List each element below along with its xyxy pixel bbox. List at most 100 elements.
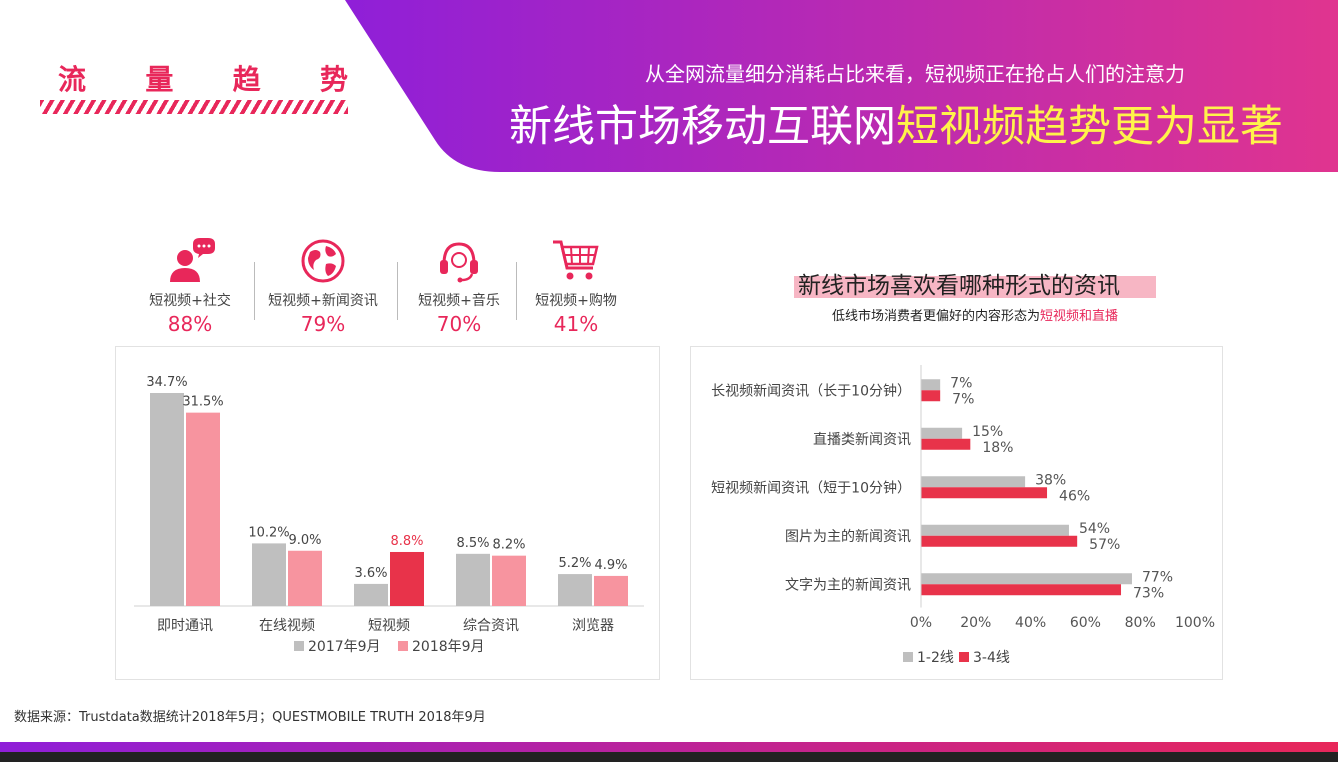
bar — [456, 553, 490, 606]
legend-swatch — [398, 641, 408, 651]
y-tick-label: 图片为主的新闻资讯 — [785, 529, 911, 545]
bar — [594, 575, 628, 606]
brand-char: 流 — [58, 63, 87, 96]
data-source: 数据来源：Trustdata数据统计2018年5月；QUESTMOBILE TR… — [14, 710, 486, 725]
data-label: 8.2% — [492, 538, 525, 553]
bar — [921, 476, 1026, 488]
headline-highlight: 短视频趋势更为显著 — [896, 102, 1283, 152]
headset-icon — [440, 242, 478, 283]
data-label: 73% — [1133, 585, 1164, 601]
bar — [150, 393, 184, 606]
data-label: 15% — [972, 424, 1003, 440]
data-label: 54% — [1079, 521, 1110, 537]
data-label: 4.9% — [594, 558, 627, 573]
bar — [921, 535, 1078, 547]
bar — [558, 574, 592, 606]
stat-divider — [397, 262, 398, 320]
stat-value: 41% — [553, 312, 599, 336]
x-tick-label: 浏览器 — [572, 618, 614, 634]
bar — [921, 438, 971, 450]
data-label: 34.7% — [146, 375, 187, 390]
stat-shopping: 短视频+购物 41% — [511, 238, 641, 336]
headline-main: 新线市场移动互联网 — [509, 102, 896, 152]
x-tick-label: 综合资讯 — [463, 618, 519, 634]
data-label: 18% — [982, 440, 1013, 456]
y-tick-label: 长视频新闻资讯（长于10分钟） — [711, 382, 911, 399]
brand-title: 流 量 趋 势 — [58, 58, 348, 98]
data-label: 46% — [1059, 488, 1090, 504]
bar — [492, 555, 526, 606]
traffic-bar-chart: 34.7% 31.5% 即时通讯 10.2%9.0% 在线视频 3.6% 8.8% 短视频 8.… — [134, 375, 644, 655]
bar — [921, 487, 1048, 499]
stat-label: 短视频+新闻资讯 — [268, 293, 378, 309]
right-chart-panel: 长视频新闻资讯（长于10分钟） 7% 7% 直播类新闻资讯 15% 18% 短视频新闻资讯（… — [690, 346, 1223, 680]
stat-value: 70% — [436, 312, 482, 336]
legend-label: 1-2线 — [917, 650, 954, 666]
header-banner — [345, 0, 1338, 172]
bar — [921, 390, 941, 402]
legend-swatch — [959, 652, 969, 662]
stat-label: 短视频+音乐 — [418, 293, 500, 309]
stat-social: 短视频+社交 88% — [125, 238, 255, 336]
x-tick-label: 100% — [1175, 615, 1215, 631]
data-label: 10.2% — [248, 525, 289, 540]
x-tick-label: 40% — [1015, 615, 1046, 631]
x-tick-label: 80% — [1125, 615, 1156, 631]
bar — [921, 379, 941, 391]
x-tick-label: 0% — [910, 615, 932, 631]
stat-divider — [516, 262, 517, 320]
stat-music: 短视频+音乐 70% — [394, 238, 524, 336]
footer-gradient-strip — [0, 742, 1338, 752]
data-label: 8.8% — [390, 534, 423, 549]
data-label: 5.2% — [558, 556, 591, 571]
title-highlight-bar — [794, 276, 1156, 298]
legend-label: 3-4线 — [973, 650, 1010, 666]
data-label: 77% — [1142, 569, 1173, 585]
legend-label: 2018年9月 — [412, 639, 485, 655]
x-tick-label: 即时通讯 — [157, 618, 213, 634]
y-tick-label: 短视频新闻资讯（短于10分钟） — [711, 479, 911, 496]
cart-icon — [553, 240, 599, 280]
data-label: 9.0% — [288, 533, 321, 548]
stat-label: 短视频+购物 — [535, 293, 617, 309]
bar — [921, 427, 963, 439]
brand-stripe-decoration — [40, 100, 348, 114]
bar — [921, 524, 1069, 536]
subtitle-text: 低线市场消费者更偏好的内容形态为 — [831, 309, 1040, 324]
stat-news: 短视频+新闻资讯 79% — [258, 238, 388, 336]
subtitle-highlight: 短视频和直播 — [1040, 309, 1119, 324]
data-label: 31.5% — [182, 395, 223, 410]
bar — [288, 550, 322, 606]
bar — [921, 584, 1122, 596]
left-chart-panel: 34.7% 31.5% 即时通讯 10.2% 9.0% 在线视频 3.6% 8.8% 短视频 8.… — [115, 346, 660, 680]
user-chat-icon — [170, 238, 215, 282]
legend-swatch — [294, 641, 304, 651]
news-format-bar-chart: 长视频新闻资讯（长于10分钟） 7%7% 直播类新闻资讯 15%18% 短视频新闻资讯（… — [711, 365, 1215, 666]
footer-dark-strip — [0, 752, 1338, 762]
brand-char: 势 — [319, 63, 348, 96]
x-tick-label: 在线视频 — [259, 618, 315, 634]
stat-label: 短视频+社交 — [149, 293, 231, 309]
stat-divider — [254, 262, 255, 320]
header-headline: 新线市场移动互联网短视频趋势更为显著 — [380, 92, 1283, 154]
header-subtitle: 从全网流量细分消耗占比来看，短视频正在抢占人们的注意力 — [645, 62, 1185, 86]
brand-char: 量 — [145, 63, 174, 96]
data-label: 38% — [1035, 472, 1066, 488]
y-tick-label: 文字为主的新闻资讯 — [785, 577, 911, 593]
data-label: 57% — [1089, 537, 1120, 553]
right-chart-title: 新线市场喜欢看哪种形式的资讯 — [794, 266, 1156, 299]
bar — [252, 543, 286, 606]
stat-value: 88% — [167, 312, 213, 336]
bar — [186, 412, 220, 606]
stat-value: 79% — [300, 312, 346, 336]
data-label: 7% — [950, 375, 972, 391]
bar — [390, 551, 424, 606]
x-tick-label: 20% — [960, 615, 991, 631]
brand-char: 趋 — [232, 63, 261, 96]
data-label: 3.6% — [354, 566, 387, 581]
bar — [921, 573, 1132, 585]
x-tick-label: 短视频 — [368, 618, 410, 634]
right-chart-subtitle: 低线市场消费者更偏好的内容形态为短视频和直播 — [798, 305, 1152, 324]
data-label: 7% — [952, 391, 974, 407]
globe-icon — [301, 239, 345, 283]
